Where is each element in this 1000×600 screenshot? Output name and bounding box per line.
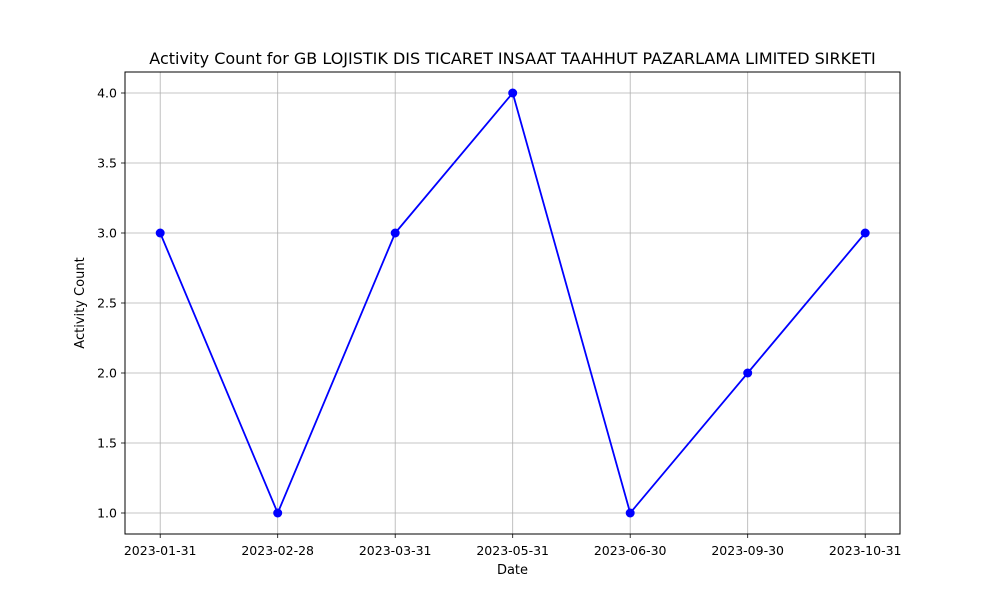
data-points	[155, 88, 870, 518]
x-tick-label: 2023-10-31	[829, 543, 902, 558]
x-tick-label: 2023-02-28	[241, 543, 314, 558]
data-point	[155, 228, 165, 238]
x-axis-label: Date	[497, 563, 528, 578]
data-point	[508, 88, 518, 98]
y-axis-label: Activity Count	[73, 257, 88, 348]
x-tick-label: 2023-06-30	[594, 543, 667, 558]
data-point	[860, 228, 870, 238]
x-tick-label: 2023-05-31	[476, 543, 549, 558]
y-tick-label: 1.5	[97, 436, 117, 451]
y-tick-label: 3.0	[97, 226, 117, 241]
y-axis-ticks: 1.0 1.5 2.0 2.5 3.0 3.5 4.0	[97, 86, 125, 521]
x-axis-ticks: 2023-01-31 2023-02-28 2023-03-31 2023-05-31…	[124, 534, 902, 558]
y-tick-label: 2.0	[97, 366, 117, 381]
x-tick-label: 2023-01-31	[124, 543, 197, 558]
x-tick-label: 2023-09-30	[711, 543, 784, 558]
y-tick-label: 1.0	[97, 506, 117, 521]
y-tick-label: 3.5	[97, 156, 117, 171]
y-tick-label: 4.0	[97, 86, 117, 101]
x-tick-label: 2023-03-31	[359, 543, 432, 558]
data-point	[273, 508, 283, 518]
data-point	[625, 508, 635, 518]
data-point	[743, 368, 753, 378]
chart-title: Activity Count for GB LOJISTIK DIS TICAR…	[149, 49, 875, 68]
data-point	[390, 228, 400, 238]
y-tick-label: 2.5	[97, 296, 117, 311]
